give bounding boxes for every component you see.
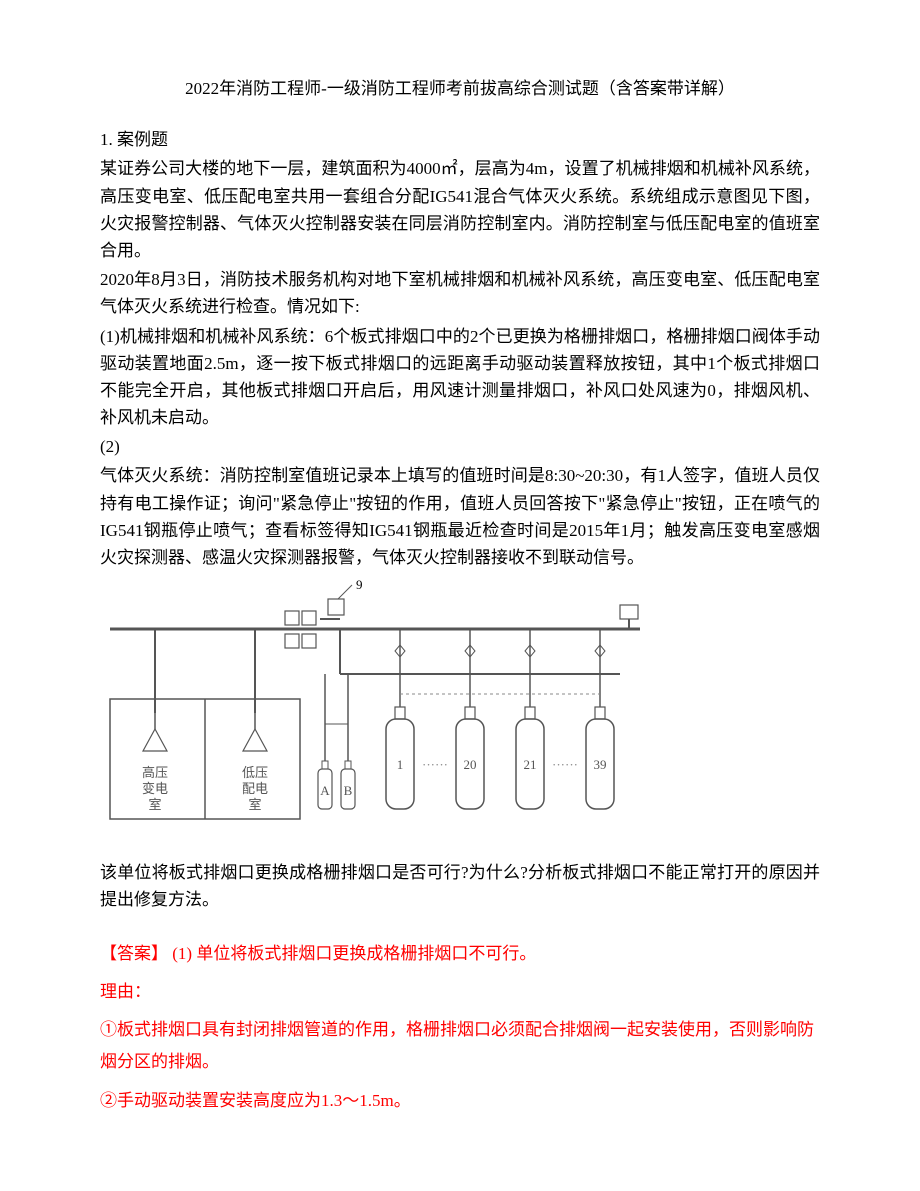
answer-text-1: (1) 单位将板式排烟口更换成格栅排烟口不可行。 xyxy=(168,944,536,963)
question-text: 该单位将板式排烟口更换成格栅排烟口是否可行?为什么?分析板式排烟口不能正常打开的… xyxy=(100,859,820,913)
svg-text:······: ······ xyxy=(422,757,448,772)
section-heading: 1. 案例题 xyxy=(100,126,820,153)
system-diagram: 高压变电室低压配电室9AB120······2139······ xyxy=(100,579,820,839)
answer-line-2: 理由： xyxy=(100,976,820,1008)
svg-text:变电: 变电 xyxy=(142,781,168,796)
answer-line-4: ②手动驱动装置安装高度应为1.3～1.5m。 xyxy=(100,1085,820,1117)
svg-text:低压: 低压 xyxy=(242,765,268,780)
paragraph-4: (2) xyxy=(100,433,820,460)
paragraph-2: 2020年8月3日，消防技术服务机构对地下室机械排烟和机械补风系统，高压变电室、… xyxy=(100,266,820,320)
svg-text:1: 1 xyxy=(397,757,404,772)
svg-text:A: A xyxy=(320,783,330,798)
answer-line-1: 【答案】 (1) 单位将板式排烟口更换成格栅排烟口不可行。 xyxy=(100,938,820,970)
svg-text:B: B xyxy=(344,783,353,798)
svg-text:21: 21 xyxy=(524,757,537,772)
answer-block: 【答案】 (1) 单位将板式排烟口更换成格栅排烟口不可行。 理由： ①板式排烟口… xyxy=(100,938,820,1117)
svg-text:室: 室 xyxy=(148,797,161,812)
paragraph-1: 某证券公司大楼的地下一层，建筑面积为4000㎡，层高为4m，设置了机械排烟和机械… xyxy=(100,155,820,264)
svg-text:9: 9 xyxy=(356,579,363,592)
paragraph-3: (1)机械排烟和机械补风系统：6个板式排烟口中的2个已更换为格栅排烟口，格栅排烟… xyxy=(100,323,820,432)
svg-text:高压: 高压 xyxy=(142,765,168,780)
svg-text:20: 20 xyxy=(464,757,477,772)
svg-text:室: 室 xyxy=(248,797,261,812)
doc-title: 2022年消防工程师-一级消防工程师考前拔高综合测试题（含答案带详解） xyxy=(100,75,820,102)
paragraph-5: 气体灭火系统：消防控制室值班记录本上填写的值班时间是8:30~20:30，有1人… xyxy=(100,462,820,571)
svg-text:······: ······ xyxy=(552,757,578,772)
answer-line-3: ①板式排烟口具有封闭排烟管道的作用，格栅排烟口必须配合排烟阀一起安装使用，否则影… xyxy=(100,1014,820,1079)
svg-text:39: 39 xyxy=(594,757,607,772)
svg-text:配电: 配电 xyxy=(242,781,268,796)
answer-label: 【答案】 xyxy=(100,944,168,963)
diagram-svg: 高压变电室低压配电室9AB120······2139······ xyxy=(100,579,660,839)
